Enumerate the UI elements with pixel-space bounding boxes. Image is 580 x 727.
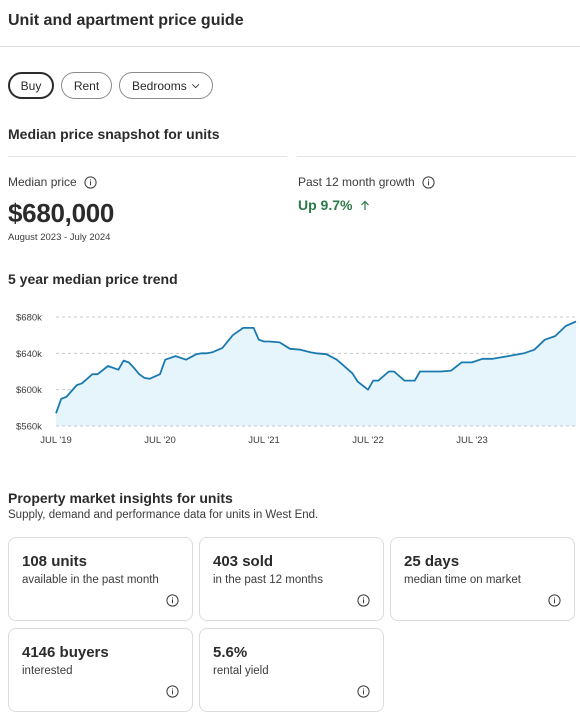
bedrooms-label: Bedrooms: [132, 78, 187, 93]
price-trend-chart: $680k $640k $600k $560k JUL '19 JUL '20 JUL '2…: [16, 313, 577, 446]
growth-label-text: Past 12 month growth: [298, 175, 415, 189]
y-tick-label: $680k: [16, 313, 42, 324]
growth-label: Past 12 month growth: [298, 175, 435, 189]
growth-value: Up 9.7%: [298, 197, 370, 213]
x-tick-label: JUL '19: [40, 435, 72, 446]
x-tick-label: JUL '23: [456, 435, 488, 446]
growth-value-text: Up 9.7%: [298, 197, 353, 213]
arrow-up-icon: [361, 200, 370, 210]
card-desc: in the past 12 months: [213, 574, 323, 586]
y-tick-label: $600k: [16, 385, 42, 396]
insight-card-sold: 403 sold in the past 12 months: [199, 537, 384, 621]
x-tick-label: JUL '22: [352, 435, 384, 446]
trend-title: 5 year median price trend: [8, 271, 178, 287]
info-icon[interactable]: [166, 594, 179, 607]
info-icon[interactable]: [422, 175, 435, 189]
insights-title: Property market insights for units: [8, 490, 233, 506]
insight-card-rental-yield: 5.6% rental yield: [199, 628, 384, 712]
x-tick-label: JUL '21: [248, 435, 280, 446]
card-desc: interested: [22, 665, 73, 677]
series-line: [55, 320, 577, 414]
card-value: 4146 buyers: [22, 644, 109, 661]
card-value: 108 units: [22, 553, 88, 570]
card-value: 5.6%: [213, 644, 248, 661]
snapshot-title: Median price snapshot for units: [8, 126, 220, 142]
bedrooms-dropdown[interactable]: Bedrooms: [119, 72, 213, 99]
divider-right: [297, 156, 576, 157]
series-area: [56, 321, 576, 426]
x-tick-label: JUL '20: [144, 435, 176, 446]
info-icon[interactable]: [357, 685, 370, 698]
insights-subtitle: Supply, demand and performance data for …: [8, 509, 319, 521]
y-tick-label: $560k: [16, 422, 42, 433]
median-date-range: August 2023 - July 2024: [8, 232, 111, 243]
info-icon[interactable]: [84, 175, 97, 189]
card-desc: median time on market: [404, 574, 521, 586]
insight-card-buyers: 4146 buyers interested: [8, 628, 193, 712]
insight-card-available: 108 units available in the past month: [8, 537, 193, 621]
card-value: 25 days: [404, 553, 460, 570]
y-tick-label: $640k: [16, 349, 42, 360]
buy-chip[interactable]: Buy: [8, 72, 54, 99]
info-icon[interactable]: [548, 594, 561, 607]
card-value: 403 sold: [213, 553, 274, 570]
page-title: Unit and apartment price guide: [8, 12, 244, 29]
info-icon[interactable]: [357, 594, 370, 607]
median-price-value: $680,000: [8, 198, 115, 228]
page-header: Unit and apartment price guide: [0, 0, 580, 47]
info-icon[interactable]: [166, 685, 179, 698]
rent-chip[interactable]: Rent: [61, 72, 112, 99]
median-price-label-text: Median price: [8, 175, 77, 189]
card-desc: rental yield: [213, 665, 269, 677]
median-price-label: Median price: [8, 175, 97, 189]
divider-left: [8, 156, 287, 157]
chevron-down-icon: [191, 83, 199, 88]
card-desc: available in the past month: [22, 574, 159, 586]
insight-card-days-on-market: 25 days median time on market: [390, 537, 575, 621]
filter-chips: Buy Rent Bedrooms: [8, 72, 213, 99]
